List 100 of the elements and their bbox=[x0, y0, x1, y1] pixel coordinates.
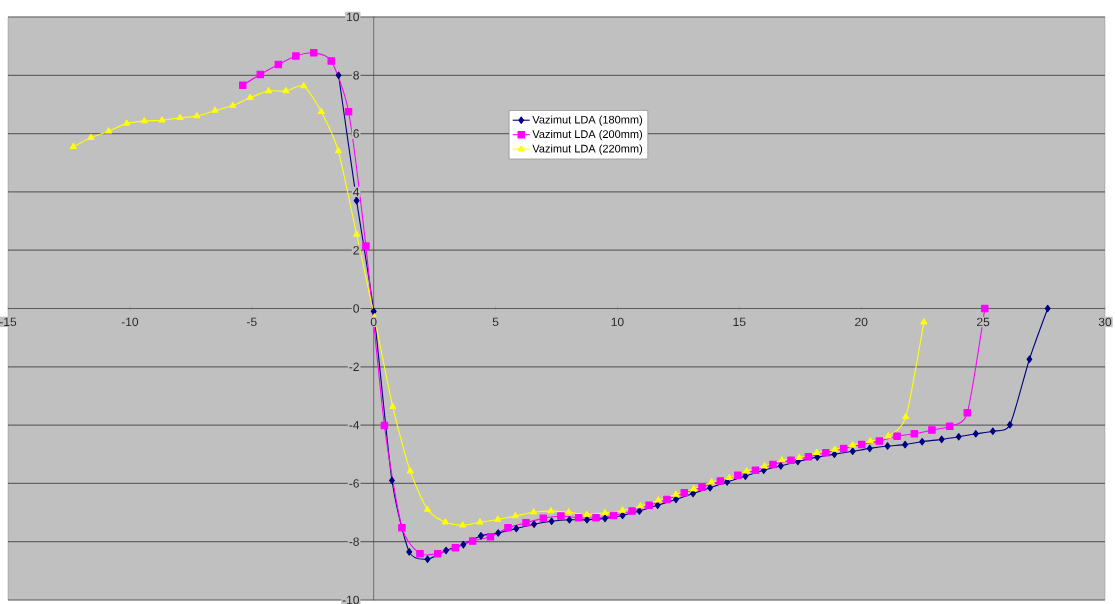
point bbox=[902, 412, 910, 420]
point bbox=[945, 422, 954, 430]
point bbox=[416, 549, 424, 558]
point bbox=[123, 119, 131, 126]
point bbox=[1026, 355, 1033, 363]
point bbox=[140, 117, 148, 124]
point bbox=[335, 71, 342, 80]
point bbox=[777, 462, 784, 470]
point bbox=[734, 471, 742, 479]
x-tick-label: 25 bbox=[977, 317, 990, 327]
point bbox=[176, 113, 184, 121]
point bbox=[849, 441, 857, 448]
point bbox=[708, 478, 716, 485]
point bbox=[434, 549, 442, 558]
point bbox=[389, 402, 397, 409]
point bbox=[884, 432, 892, 439]
y-tick-label: -8 bbox=[349, 537, 359, 546]
point bbox=[690, 484, 698, 492]
point bbox=[972, 430, 979, 438]
point bbox=[778, 456, 786, 463]
point bbox=[680, 488, 688, 497]
point bbox=[725, 473, 733, 481]
point bbox=[344, 107, 353, 116]
point bbox=[566, 516, 573, 524]
point bbox=[282, 87, 290, 94]
point bbox=[557, 512, 565, 520]
point bbox=[494, 515, 502, 522]
point bbox=[839, 444, 848, 453]
point bbox=[849, 447, 856, 456]
point bbox=[831, 450, 838, 458]
point bbox=[698, 483, 706, 491]
y-tick-label: 10 bbox=[347, 12, 360, 22]
point bbox=[619, 511, 626, 520]
y-tick-label: 6 bbox=[353, 129, 359, 138]
point bbox=[451, 544, 460, 552]
point bbox=[105, 127, 113, 134]
x-tick-label: 10 bbox=[611, 317, 624, 327]
point bbox=[406, 467, 414, 474]
point bbox=[256, 70, 265, 79]
point bbox=[601, 508, 609, 516]
point bbox=[760, 462, 768, 469]
point bbox=[636, 507, 643, 515]
point bbox=[424, 555, 431, 563]
point bbox=[919, 437, 926, 446]
y-tick-label: -6 bbox=[349, 479, 359, 488]
point bbox=[476, 518, 484, 525]
point bbox=[522, 518, 530, 527]
point bbox=[574, 514, 583, 522]
x-tick-label: 5 bbox=[492, 317, 499, 327]
point bbox=[370, 307, 377, 316]
point bbox=[309, 49, 318, 57]
point bbox=[583, 510, 591, 517]
point bbox=[813, 448, 821, 456]
point bbox=[317, 107, 325, 114]
x-tick-label: -5 bbox=[246, 317, 257, 327]
point bbox=[193, 112, 201, 119]
point bbox=[504, 523, 512, 532]
point bbox=[511, 512, 519, 519]
point bbox=[619, 506, 627, 513]
point bbox=[672, 490, 680, 497]
point bbox=[158, 116, 166, 123]
point bbox=[353, 196, 360, 205]
point bbox=[246, 93, 254, 100]
point bbox=[547, 507, 555, 514]
point bbox=[893, 432, 901, 440]
point bbox=[707, 484, 714, 492]
point bbox=[628, 507, 636, 515]
point bbox=[441, 518, 449, 525]
y-tick-label: -4 bbox=[349, 420, 360, 430]
point bbox=[300, 82, 308, 89]
point bbox=[938, 435, 945, 444]
point bbox=[955, 432, 962, 441]
point bbox=[406, 548, 413, 556]
point bbox=[292, 52, 300, 60]
y-tick-label: 8 bbox=[353, 71, 359, 80]
point bbox=[513, 524, 520, 533]
point bbox=[362, 242, 370, 250]
point bbox=[424, 505, 432, 512]
point bbox=[584, 516, 590, 524]
point bbox=[1044, 304, 1051, 313]
y-tick-label: -10 bbox=[342, 595, 360, 604]
point bbox=[636, 502, 644, 509]
x-tick-label: -15 bbox=[0, 317, 17, 327]
point bbox=[477, 532, 484, 540]
point bbox=[1006, 421, 1013, 429]
point bbox=[963, 409, 972, 417]
point bbox=[884, 442, 891, 450]
point bbox=[265, 87, 273, 94]
point bbox=[548, 517, 555, 526]
point bbox=[239, 81, 247, 89]
x-tick-label: -10 bbox=[121, 317, 139, 327]
x-tick-label: 20 bbox=[855, 317, 868, 327]
point bbox=[831, 445, 839, 452]
point bbox=[716, 477, 725, 485]
x-tick-label: 15 bbox=[733, 317, 746, 327]
point bbox=[822, 449, 830, 457]
legend-label: Vazimut LDA (200mm) bbox=[532, 129, 643, 141]
legend-label: Vazimut LDA (220mm) bbox=[532, 144, 643, 155]
point bbox=[460, 540, 467, 549]
point bbox=[69, 142, 77, 149]
